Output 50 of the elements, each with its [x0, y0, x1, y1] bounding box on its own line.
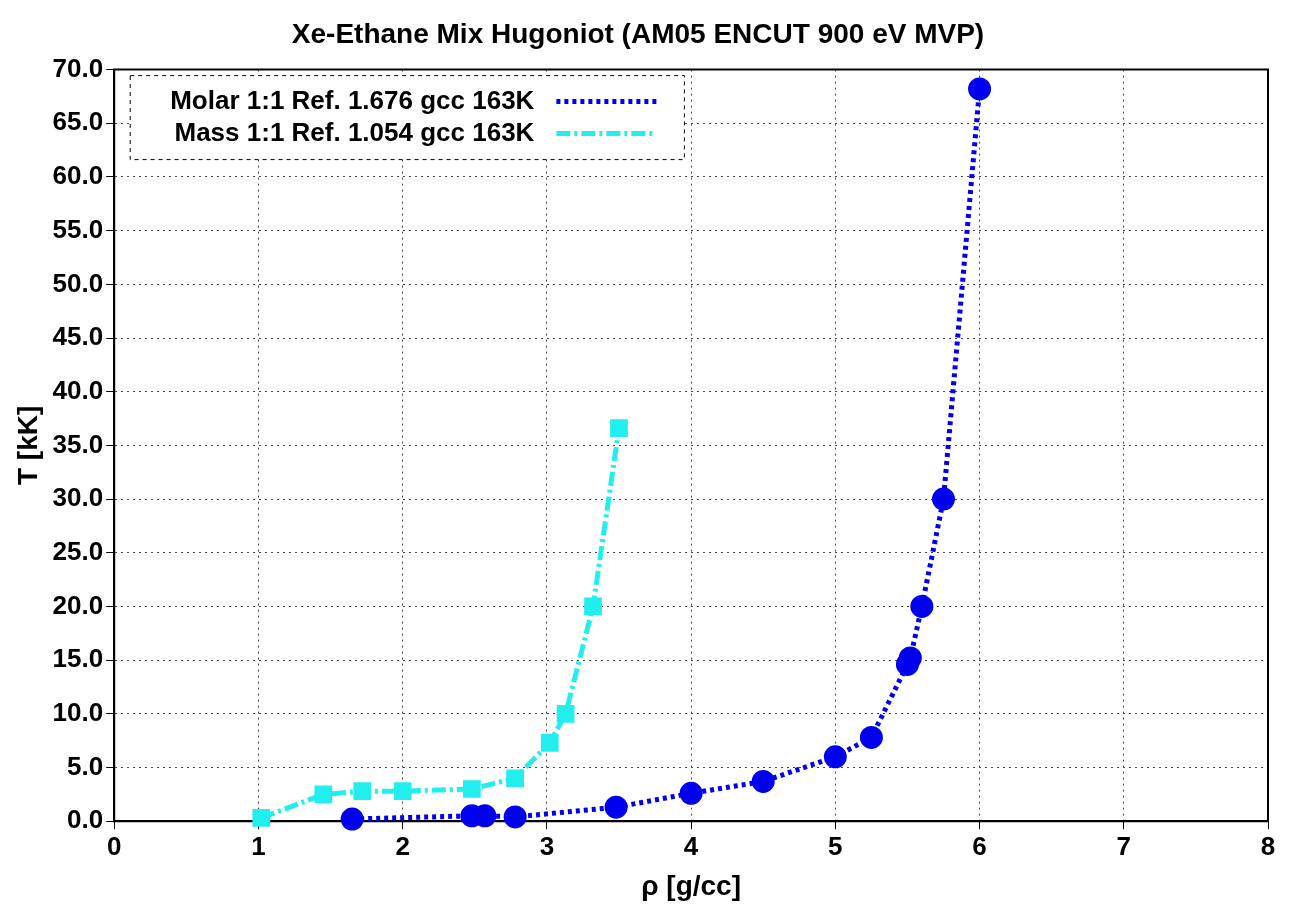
point	[679, 781, 703, 805]
legend-label: Mass 1:1 Ref. 1.054 gcc 163K	[174, 116, 535, 147]
x-tick-label: 0	[106, 830, 122, 861]
y-tick-label: 70.0	[52, 52, 104, 83]
point	[393, 782, 412, 800]
y-tick-label: 55.0	[52, 213, 104, 244]
y-tick-label: 25.0	[52, 535, 104, 566]
point	[751, 769, 775, 793]
point	[503, 805, 527, 829]
legend-label: Molar 1:1 Ref. 1.676 gcc 163K	[170, 84, 535, 115]
point	[252, 809, 271, 827]
x-axis-title: ρ [g/cc]	[641, 869, 741, 901]
x-tick-label: 2	[395, 830, 410, 861]
y-tick-label: 65.0	[52, 106, 104, 137]
point	[932, 487, 955, 511]
chart-title: Xe-Ethane Mix Hugoniot (AM05 ENCUT 900 eV MVP)	[291, 17, 985, 49]
point	[898, 646, 922, 670]
y-tick-label: 5.0	[67, 750, 104, 781]
point	[859, 725, 883, 749]
point	[556, 704, 575, 723]
y-tick-label: 30.0	[52, 482, 104, 513]
x-tick-label: 4	[683, 830, 699, 861]
point	[340, 807, 364, 831]
point	[353, 782, 372, 800]
y-axis-title: T [kK]	[11, 405, 43, 486]
x-tick-label: 8	[1260, 830, 1276, 861]
point	[604, 795, 628, 819]
y-tick-label: 40.0	[52, 374, 104, 405]
y-tick-label: 10.0	[52, 697, 104, 727]
point	[314, 785, 333, 804]
x-tick-label: 3	[539, 830, 555, 861]
point	[968, 77, 992, 101]
point	[540, 733, 559, 752]
x-tick-label: 7	[1116, 830, 1132, 861]
point	[463, 780, 481, 798]
point	[584, 597, 602, 616]
x-tick-label: 6	[972, 830, 987, 861]
y-tick-label: 50.0	[52, 267, 104, 298]
point	[610, 419, 628, 438]
y-tick-label: 60.0	[52, 160, 104, 191]
point	[506, 769, 525, 788]
point	[910, 594, 934, 618]
y-tick-label: 15.0	[52, 643, 104, 674]
x-tick-label: 1	[251, 830, 266, 861]
x-tick-label: 5	[828, 830, 843, 861]
y-tick-label: 35.0	[52, 428, 104, 459]
point	[823, 745, 847, 769]
y-tick-label: 20.0	[52, 589, 104, 620]
y-tick-label: 0.0	[67, 804, 104, 835]
y-tick-label: 45.0	[52, 321, 104, 352]
